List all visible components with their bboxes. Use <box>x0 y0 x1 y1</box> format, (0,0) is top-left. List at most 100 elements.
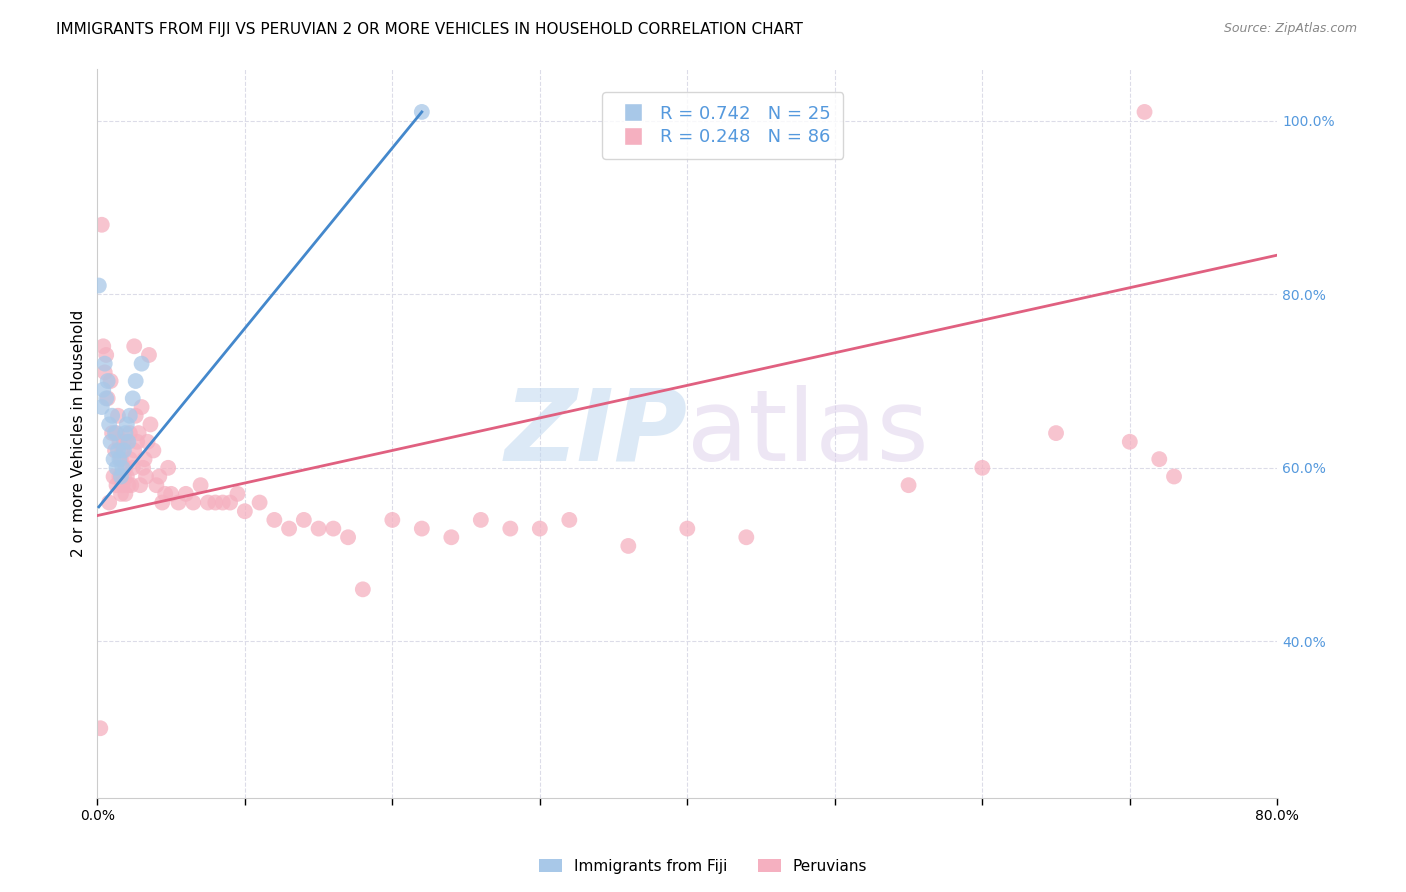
Point <box>93 357 115 371</box>
Point <box>142 443 165 458</box>
Point <box>529 522 551 536</box>
Point <box>440 530 463 544</box>
Point <box>115 434 138 449</box>
Point <box>470 513 492 527</box>
Point <box>110 469 132 483</box>
Point <box>114 460 136 475</box>
Point <box>112 434 135 449</box>
Point <box>138 348 160 362</box>
Point <box>128 426 150 441</box>
Point <box>174 487 197 501</box>
Point <box>91 339 114 353</box>
Point <box>233 504 256 518</box>
Point <box>98 417 121 432</box>
Point <box>127 434 149 449</box>
Point <box>226 487 249 501</box>
Point <box>110 487 132 501</box>
Point <box>111 478 134 492</box>
Point <box>160 487 183 501</box>
Point <box>112 469 135 483</box>
Point <box>108 452 131 467</box>
Point <box>972 460 994 475</box>
Point <box>97 374 120 388</box>
Point <box>87 278 110 293</box>
Point <box>125 374 148 388</box>
Point <box>114 487 136 501</box>
Point <box>121 460 143 475</box>
Point <box>90 400 112 414</box>
Point <box>131 400 153 414</box>
Point <box>157 460 180 475</box>
Point <box>103 469 125 483</box>
Point <box>211 495 233 509</box>
Point <box>190 478 212 492</box>
Point <box>139 417 162 432</box>
Point <box>89 721 111 735</box>
Point <box>136 434 159 449</box>
Point <box>98 495 121 509</box>
Point <box>118 409 141 423</box>
Point <box>1119 434 1142 449</box>
Point <box>1045 426 1067 441</box>
Point <box>1133 104 1156 119</box>
Text: ZIP: ZIP <box>505 384 688 482</box>
Point <box>110 452 132 467</box>
Point <box>897 478 920 492</box>
Point <box>131 357 153 371</box>
Point <box>134 452 156 467</box>
Point <box>676 522 699 536</box>
Point <box>118 452 141 467</box>
Point <box>107 409 129 423</box>
Point <box>337 530 360 544</box>
Point <box>263 513 285 527</box>
Point <box>129 478 152 492</box>
Legend: R = 0.742   N = 25, R = 0.248   N = 86: R = 0.742 N = 25, R = 0.248 N = 86 <box>602 92 844 159</box>
Point <box>101 426 124 441</box>
Point <box>107 443 129 458</box>
Point <box>115 469 138 483</box>
Point <box>735 530 758 544</box>
Point <box>278 522 301 536</box>
Point <box>103 452 125 467</box>
Point <box>617 539 640 553</box>
Point <box>90 218 112 232</box>
Point <box>122 339 145 353</box>
Text: IMMIGRANTS FROM FIJI VS PERUVIAN 2 OR MORE VEHICLES IN HOUSEHOLD CORRELATION CHA: IMMIGRANTS FROM FIJI VS PERUVIAN 2 OR MO… <box>56 22 803 37</box>
Point <box>121 392 143 406</box>
Point <box>108 434 131 449</box>
Point <box>1163 469 1185 483</box>
Point <box>100 374 122 388</box>
Point <box>181 495 204 509</box>
Point <box>125 409 148 423</box>
Point <box>97 392 120 406</box>
Point <box>153 487 176 501</box>
Y-axis label: 2 or more Vehicles in Household: 2 or more Vehicles in Household <box>72 310 86 557</box>
Point <box>558 513 581 527</box>
Point <box>105 460 128 475</box>
Point <box>100 434 122 449</box>
Point <box>411 104 433 119</box>
Point <box>352 582 374 597</box>
Point <box>308 522 330 536</box>
Point <box>118 426 141 441</box>
Point <box>117 478 139 492</box>
Point <box>292 513 315 527</box>
Point <box>150 495 173 509</box>
Legend: Immigrants from Fiji, Peruvians: Immigrants from Fiji, Peruvians <box>533 853 873 880</box>
Point <box>104 426 127 441</box>
Text: Source: ZipAtlas.com: Source: ZipAtlas.com <box>1223 22 1357 36</box>
Point <box>93 365 115 379</box>
Point <box>1149 452 1171 467</box>
Point <box>197 495 219 509</box>
Point <box>411 522 433 536</box>
Point <box>135 469 157 483</box>
Point <box>132 460 155 475</box>
Point <box>96 392 118 406</box>
Point <box>104 443 127 458</box>
Text: atlas: atlas <box>688 384 929 482</box>
Point <box>122 443 145 458</box>
Point <box>115 417 138 432</box>
Point <box>219 495 242 509</box>
Point <box>204 495 226 509</box>
Point <box>111 460 134 475</box>
